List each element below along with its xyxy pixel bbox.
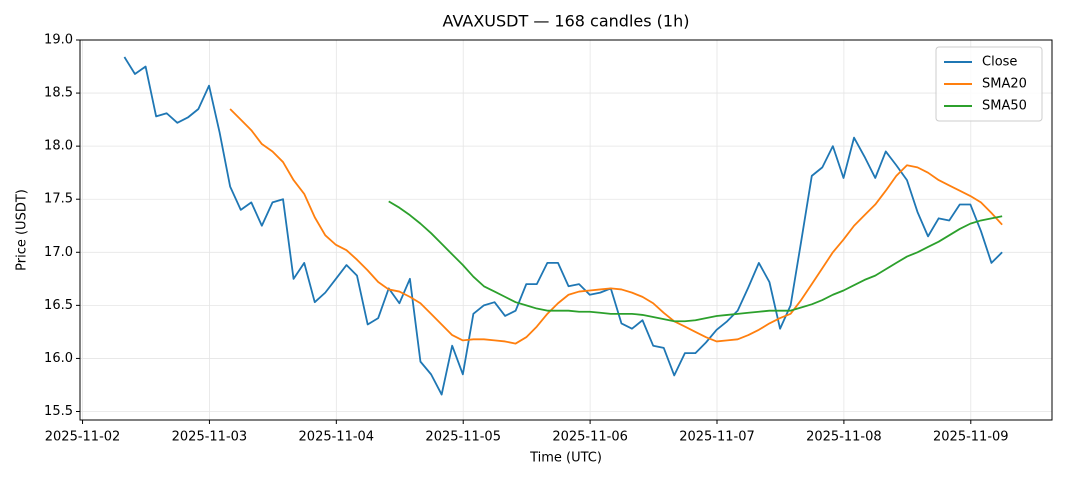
series-line (123, 56, 1003, 396)
x-tick-label: 2025-11-09 (933, 430, 1009, 445)
legend-label: SMA20 (982, 77, 1027, 92)
y-tick-label: 15.5 (44, 404, 73, 419)
legend-label: Close (982, 55, 1017, 70)
series-line (388, 200, 1003, 323)
x-tick-label: 2025-11-06 (552, 430, 628, 445)
legend-label: SMA50 (982, 99, 1027, 114)
legend-box (935, 46, 1043, 122)
series-line (229, 108, 1003, 345)
legend: Close SMA20 SMA50 (935, 46, 1043, 122)
x-tick-label: 2025-11-08 (806, 430, 882, 445)
y-tick-label: 18.5 (44, 86, 73, 101)
x-tick-label: 2025-11-05 (425, 430, 501, 445)
chart-title: AVAXUSDT — 168 candles (1h) (443, 12, 690, 31)
x-tick-label: 2025-11-07 (679, 430, 755, 445)
y-tick-label: 17.5 (44, 192, 73, 207)
y-tick-label: 16.5 (44, 298, 73, 313)
x-tick-label: 2025-11-04 (299, 430, 375, 445)
y-axis-label: Price (USDT) (15, 189, 30, 271)
x-tick-label: 2025-11-02 (45, 430, 121, 445)
x-axis-label: Time (UTC) (529, 451, 602, 466)
x-tick-label: 2025-11-03 (172, 430, 248, 445)
y-tick-label: 19.0 (44, 33, 73, 48)
y-tick-label: 18.0 (44, 139, 73, 154)
plot-frame (79, 39, 1053, 421)
y-tick-label: 16.0 (44, 351, 73, 366)
y-tick-label: 17.0 (44, 245, 73, 260)
